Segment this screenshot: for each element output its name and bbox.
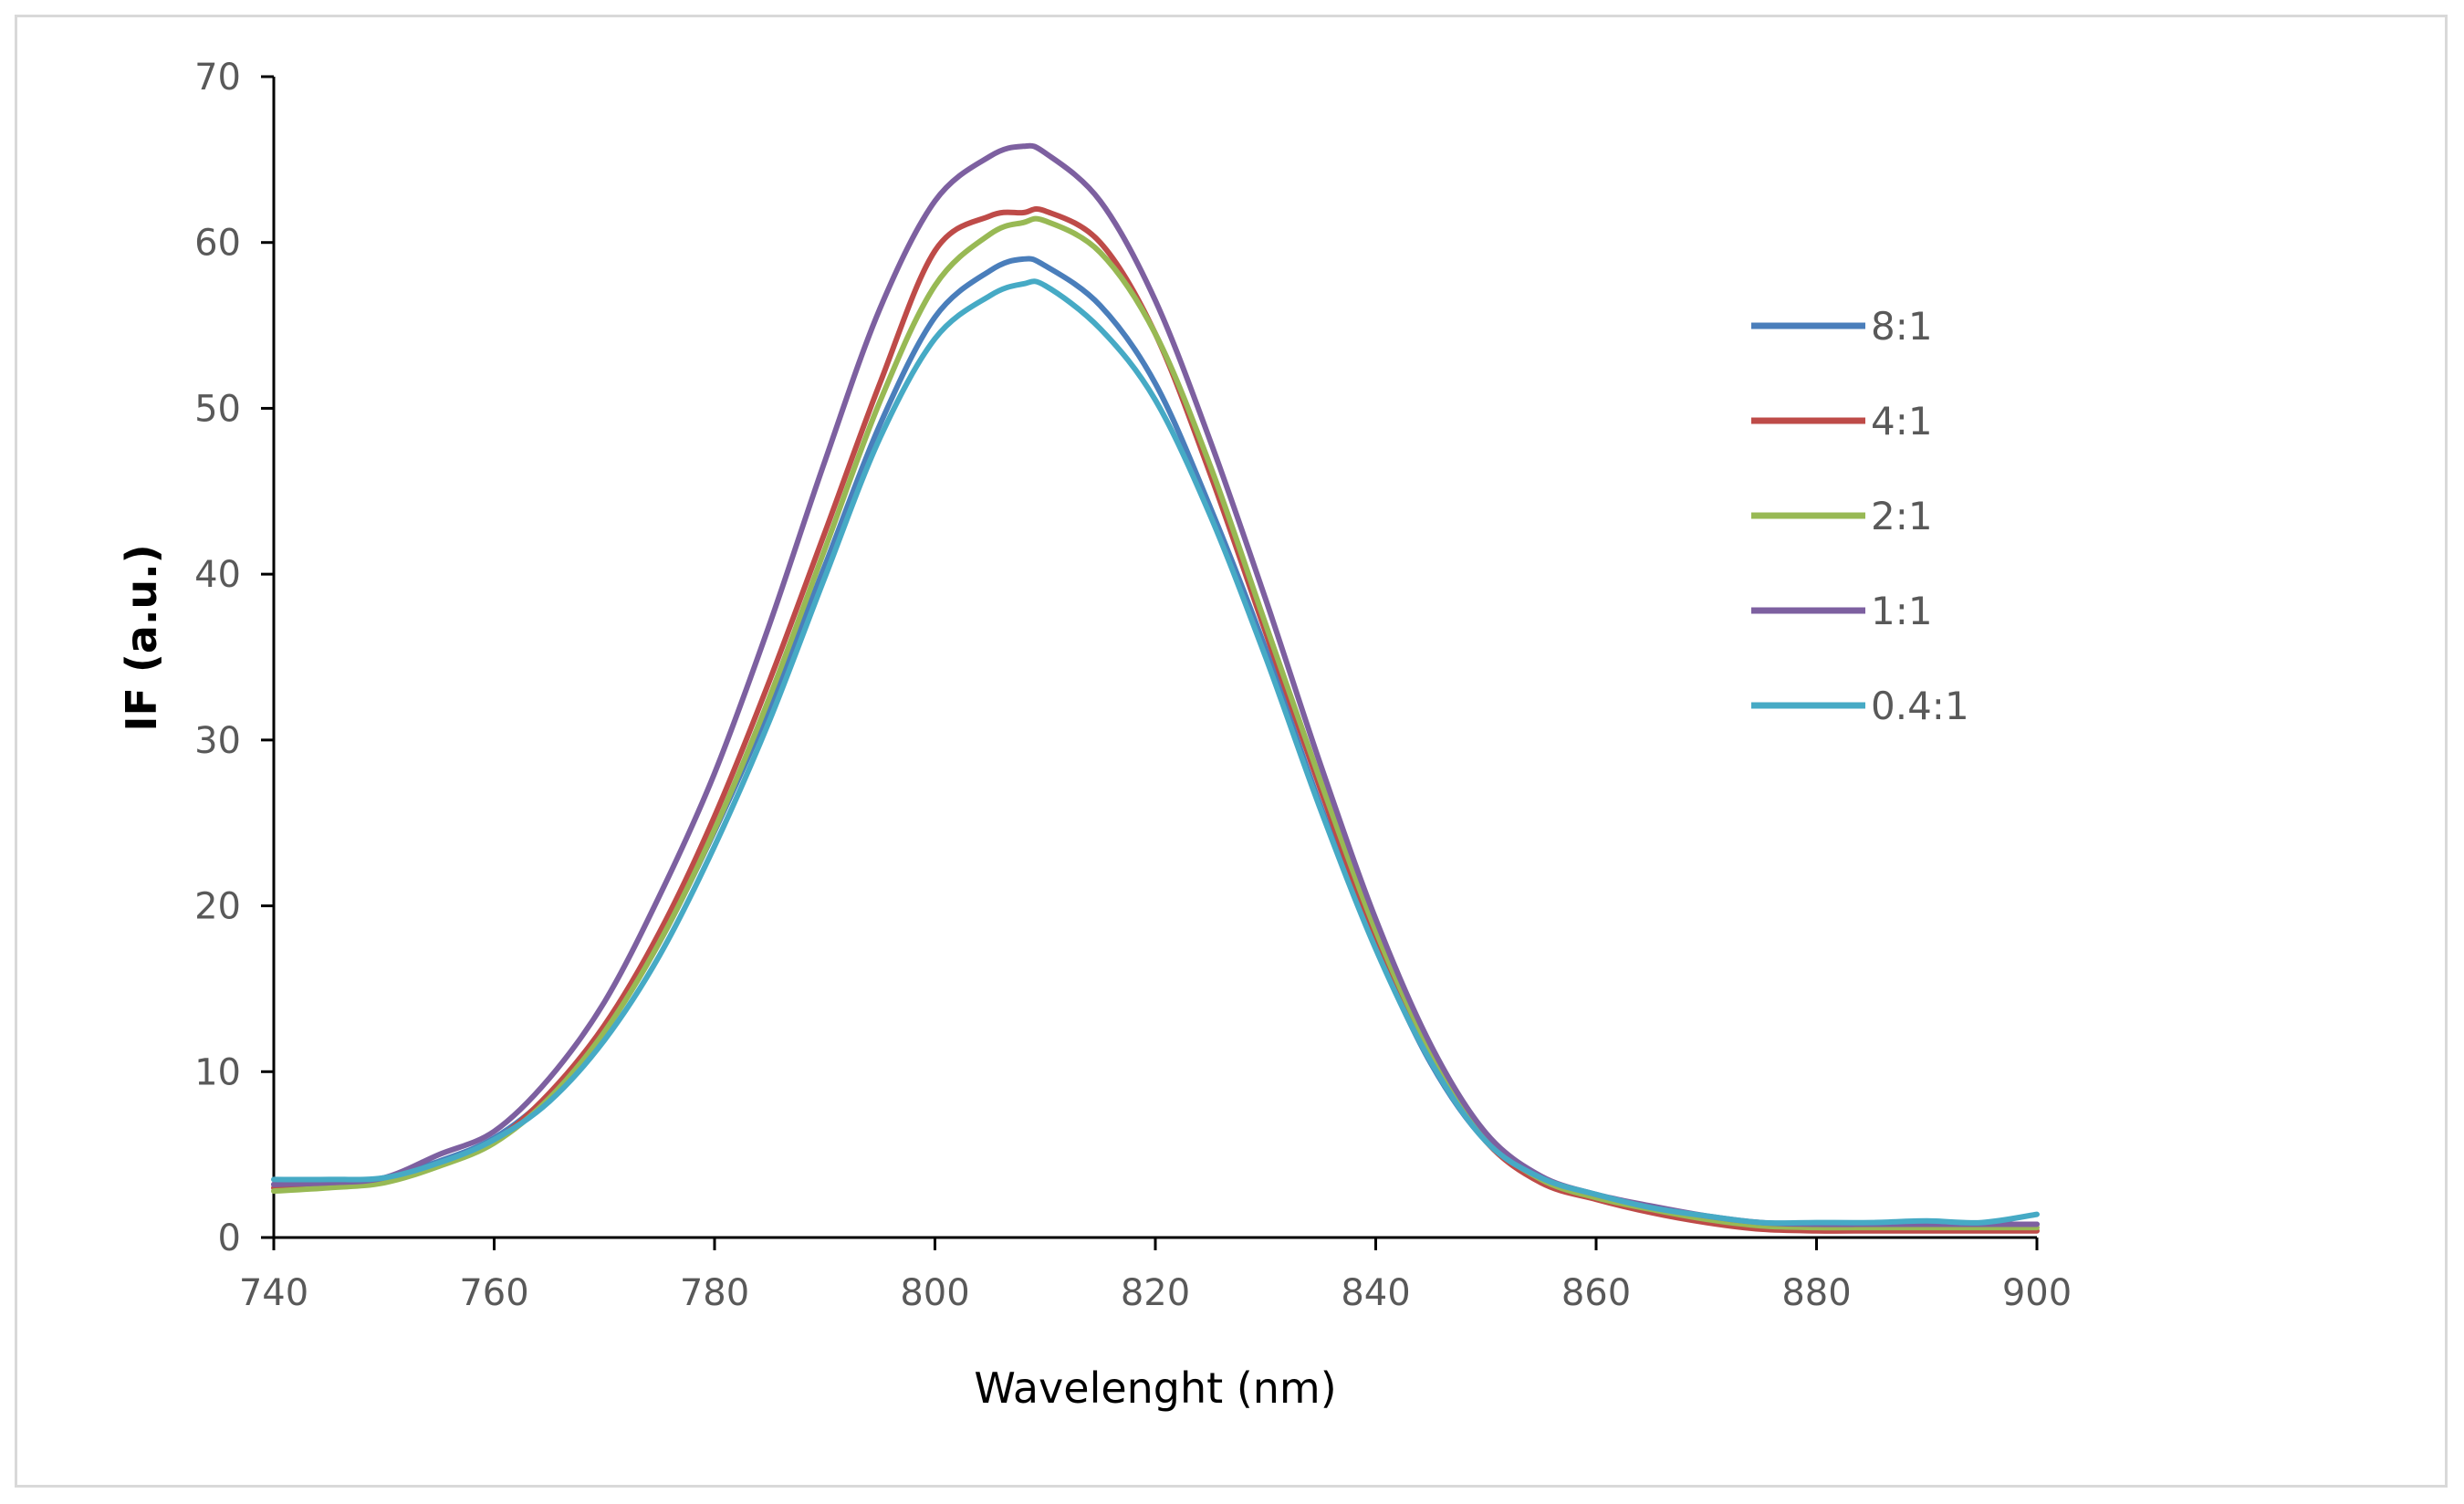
axes: 0 10 20 30 40 50 60 70 740 760 780 800 820 840 860 880 9… — [194, 57, 2072, 1314]
y-tick-label: 0 — [218, 1217, 241, 1259]
x-tick-label: 800 — [900, 1272, 969, 1314]
series-line-2 — [271, 206, 2040, 1234]
x-axis-title: Wavelenght (nm) — [974, 1363, 1336, 1413]
x-tick-label: 880 — [1781, 1272, 1851, 1314]
series-line-5 — [271, 278, 2040, 1227]
x-tick-label: 840 — [1341, 1272, 1410, 1314]
x-tick-label: 780 — [680, 1272, 749, 1314]
legend-label: 4:1 — [1871, 399, 1933, 444]
legend-label: 0.4:1 — [1871, 684, 1969, 728]
y-axis-title: IF (a.u.) — [117, 544, 166, 731]
x-tick-label: 900 — [2002, 1272, 2072, 1314]
y-tick-label: 60 — [194, 223, 241, 265]
x-tick-label: 760 — [459, 1272, 528, 1314]
legend: 8:1 4:1 2:1 1:1 0.4:1 — [1751, 304, 1969, 728]
y-tick-label: 70 — [194, 57, 241, 99]
x-tick-label: 820 — [1121, 1272, 1190, 1314]
legend-label: 1:1 — [1871, 589, 1933, 633]
series-line-3 — [271, 215, 2040, 1231]
legend-label: 8:1 — [1871, 304, 1933, 349]
y-tick-label: 50 — [194, 388, 241, 430]
y-tick-label: 30 — [194, 720, 241, 762]
chart-frame: 0 10 20 30 40 50 60 70 740 760 780 800 820 840 860 880 9… — [15, 15, 2448, 1488]
line-chart: 0 10 20 30 40 50 60 70 740 760 780 800 820 840 860 880 9… — [117, 57, 2072, 1413]
legend-label: 2:1 — [1871, 494, 1933, 538]
y-tick-label: 20 — [194, 886, 241, 928]
series-line-4 — [271, 142, 2040, 1227]
x-tick-label: 740 — [239, 1272, 308, 1314]
y-tick-label: 10 — [194, 1051, 241, 1093]
series-lines — [271, 142, 2040, 1234]
x-tick-label: 860 — [1561, 1272, 1631, 1314]
y-tick-label: 40 — [194, 554, 241, 596]
